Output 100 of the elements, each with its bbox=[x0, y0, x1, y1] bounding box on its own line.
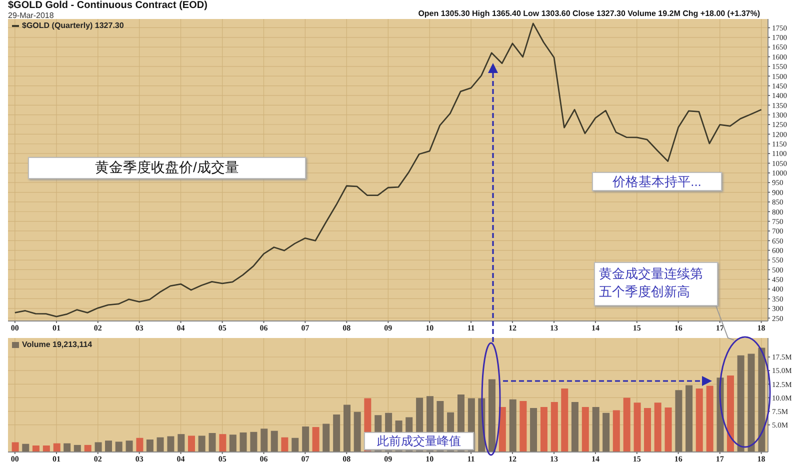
bar bbox=[292, 438, 299, 452]
bar bbox=[22, 444, 30, 452]
x-tick-label: 16 bbox=[674, 324, 682, 333]
bar bbox=[64, 443, 71, 452]
annotation: 29-Mar-2018 bbox=[8, 11, 54, 20]
bar bbox=[344, 404, 351, 452]
bar bbox=[737, 355, 744, 452]
bar bbox=[530, 408, 538, 452]
bar bbox=[696, 388, 703, 452]
line-series bbox=[14, 22, 762, 318]
x-tick-label: 11 bbox=[467, 454, 475, 464]
x-tick-label: 12 bbox=[508, 454, 516, 464]
bar bbox=[333, 414, 340, 452]
bar bbox=[354, 412, 361, 452]
x-tick-label: 00 bbox=[10, 324, 19, 333]
bar bbox=[571, 402, 578, 452]
x-tick-label: 06 bbox=[260, 454, 268, 464]
bar bbox=[488, 379, 496, 452]
bar bbox=[105, 440, 112, 452]
x-tick-label: 07 bbox=[301, 454, 310, 464]
bar bbox=[84, 444, 92, 452]
bar bbox=[644, 408, 651, 452]
bar bbox=[582, 406, 589, 452]
bar bbox=[758, 348, 766, 452]
bar bbox=[726, 375, 734, 452]
bar bbox=[634, 402, 641, 452]
bar bbox=[178, 434, 185, 452]
x-tick-label: 13 bbox=[550, 324, 558, 333]
x-tick-label: 17 bbox=[716, 324, 724, 333]
bar bbox=[281, 437, 288, 452]
x-tick-label: 11 bbox=[467, 324, 475, 333]
x-tick-label: 18 bbox=[757, 324, 766, 333]
x-tick-label: 12 bbox=[508, 324, 516, 333]
bar bbox=[312, 427, 320, 452]
x-tick-label: 15 bbox=[632, 324, 641, 333]
x-tick-label: 03 bbox=[135, 454, 144, 464]
bar bbox=[146, 440, 154, 452]
bar bbox=[602, 412, 610, 452]
bar bbox=[12, 442, 19, 452]
bar bbox=[229, 434, 236, 452]
bar bbox=[686, 385, 693, 452]
x-tick-label: 05 bbox=[218, 324, 226, 333]
bar bbox=[270, 430, 278, 452]
bar bbox=[250, 432, 258, 452]
bar bbox=[198, 436, 206, 452]
x-tick-label: 17 bbox=[716, 454, 724, 464]
bar bbox=[42, 445, 50, 452]
chart-title: $GOLD Gold - Continuous Contract (EOD) bbox=[8, 0, 208, 11]
bar bbox=[74, 444, 81, 452]
x-tick-label: 16 bbox=[674, 454, 682, 464]
x-tick-label: 02 bbox=[94, 324, 102, 333]
x-tick-label: 04 bbox=[176, 324, 185, 333]
bar bbox=[675, 390, 682, 452]
x-tick-label: 01 bbox=[52, 454, 60, 464]
bar bbox=[156, 437, 164, 452]
text: Open 1305.30 High 1365.40 Low 1303.60 Close 1327.30 Volume 19.2M Chg +18.00 (+1.37%) bbox=[418, 9, 760, 18]
legend-label: Volume 19,213,114 bbox=[22, 340, 92, 349]
bar bbox=[322, 424, 330, 452]
x-tick-label: 14 bbox=[591, 324, 600, 333]
legend-label: $GOLD (Quarterly) 1327.30 bbox=[22, 21, 124, 30]
bar bbox=[550, 402, 558, 452]
bar bbox=[498, 406, 506, 452]
bar bbox=[136, 438, 144, 452]
bar bbox=[208, 433, 216, 452]
bar bbox=[748, 354, 755, 452]
bar bbox=[664, 407, 672, 452]
bar bbox=[623, 398, 630, 452]
bar bbox=[706, 386, 714, 452]
x-tick-label: 13 bbox=[550, 454, 558, 464]
bar bbox=[94, 442, 102, 452]
x-tick-label: 01 bbox=[52, 324, 60, 333]
x-tick-label: 08 bbox=[342, 324, 351, 333]
bar bbox=[302, 426, 310, 452]
x-tick-label: 06 bbox=[260, 324, 268, 333]
x-tick-label: 07 bbox=[301, 324, 310, 333]
bar bbox=[592, 406, 600, 452]
x-tick-label: 03 bbox=[135, 324, 144, 333]
x-tick-label: 09 bbox=[384, 454, 392, 464]
bar bbox=[612, 410, 620, 452]
x-tick-label: 04 bbox=[176, 454, 185, 464]
bar bbox=[240, 432, 247, 452]
bar bbox=[188, 436, 195, 452]
x-tick-label: 18 bbox=[757, 454, 766, 464]
x-tick-label: 02 bbox=[94, 454, 102, 464]
x-tick-label: 09 bbox=[384, 324, 392, 333]
bar bbox=[654, 402, 662, 452]
x-tick-label: 05 bbox=[218, 454, 226, 464]
bar bbox=[520, 400, 527, 452]
x-tick-label: 08 bbox=[342, 454, 351, 464]
bar bbox=[53, 443, 60, 452]
bar bbox=[219, 434, 226, 452]
bar bbox=[32, 445, 40, 452]
bar bbox=[540, 406, 548, 452]
bar bbox=[126, 440, 133, 452]
x-tick-label: 00 bbox=[10, 454, 19, 464]
x-tick-label: 10 bbox=[426, 454, 434, 464]
x-tick-label: 14 bbox=[591, 454, 600, 464]
bar bbox=[260, 428, 268, 452]
bar bbox=[509, 399, 516, 452]
bar bbox=[115, 442, 122, 452]
